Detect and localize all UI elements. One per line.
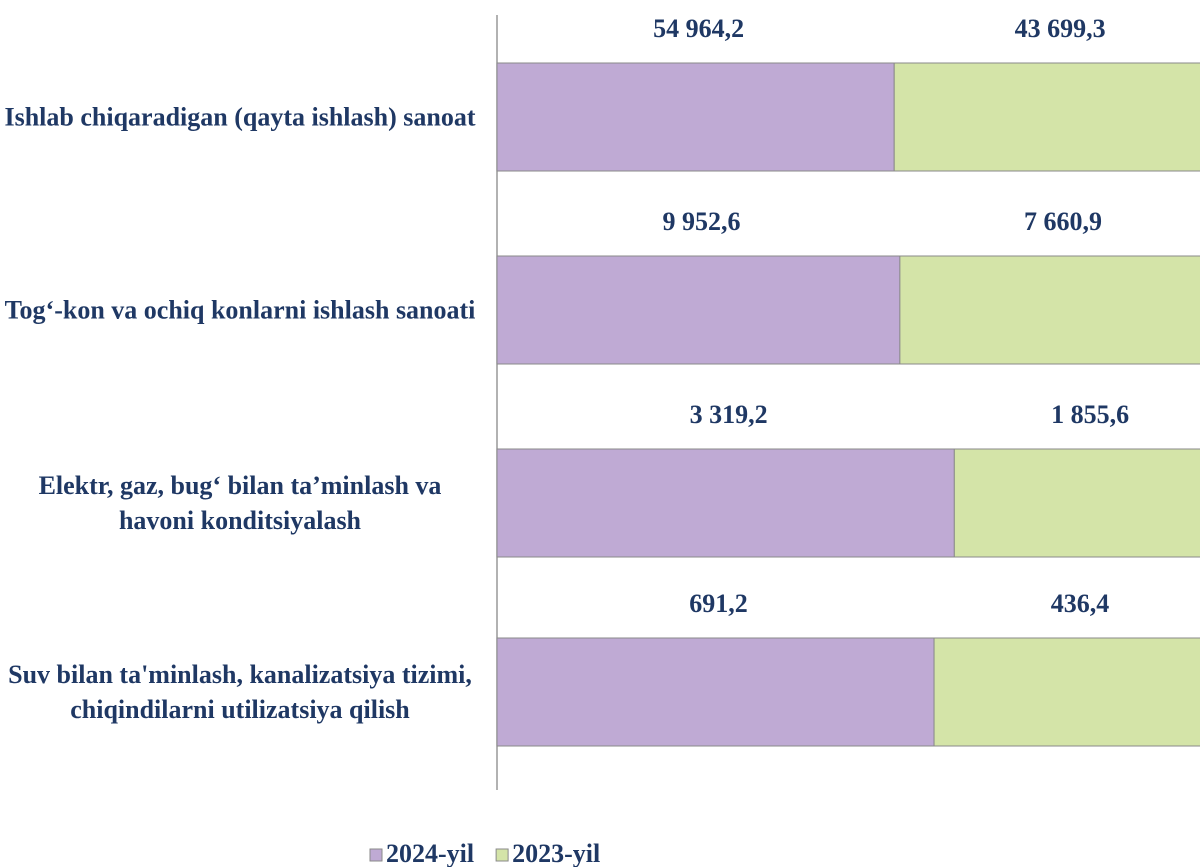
- category-label: Ishlab chiqaradigan (qayta ishlash) sano…: [4, 102, 476, 132]
- value-label: 7 660,9: [1024, 207, 1102, 236]
- value-label: 9 952,6: [662, 207, 740, 236]
- bar-segment: [953, 448, 1200, 558]
- bar-segment: [933, 637, 1200, 747]
- value-label: 691,2: [689, 589, 748, 618]
- bar-segment: [899, 255, 1200, 365]
- value-label: 43 699,3: [1015, 14, 1106, 43]
- legend-swatch: [369, 848, 383, 862]
- legend-label: 2024-yil: [386, 839, 474, 867]
- value-label: 3 319,2: [690, 400, 768, 429]
- bar-segment: [496, 448, 955, 558]
- category-label: Tog‘-kon va ochiq konlarni ishlash sanoa…: [4, 295, 476, 325]
- bar-segment: [496, 637, 935, 747]
- bar-segment: [496, 62, 895, 172]
- category-label: Suv bilan ta'minlash, kanalizatsiya tizi…: [8, 660, 472, 724]
- bar-segment: [496, 255, 901, 365]
- legend-label: 2023-yil: [512, 839, 600, 867]
- value-label: 54 964,2: [653, 14, 744, 43]
- value-label: 1 855,6: [1051, 400, 1129, 429]
- legend-swatch: [495, 848, 509, 862]
- category-label: Elektr, gaz, bug‘ bilan ta’minlash va ha…: [38, 471, 442, 535]
- value-label: 436,4: [1051, 589, 1110, 618]
- bar-segment: [893, 62, 1200, 172]
